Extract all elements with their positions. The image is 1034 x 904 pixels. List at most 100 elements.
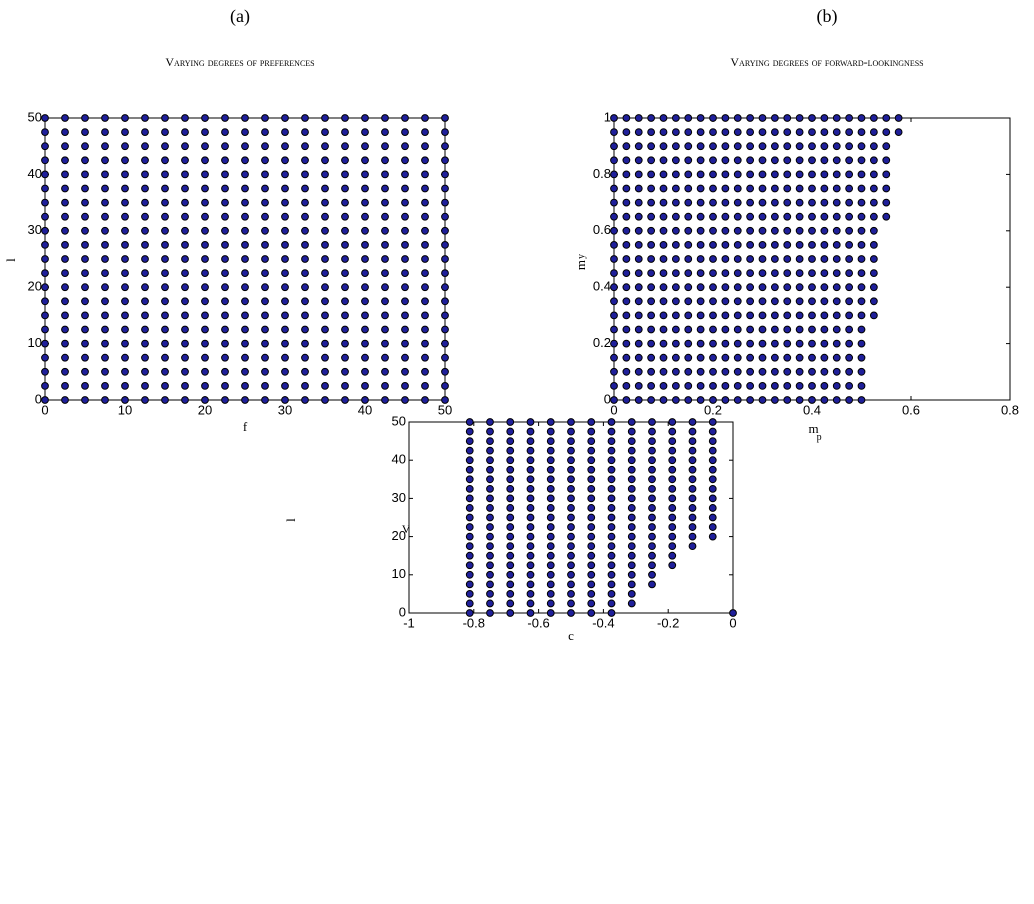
point — [832, 353, 841, 362]
point — [381, 156, 389, 165]
point — [465, 590, 474, 598]
point — [696, 367, 705, 376]
point — [795, 212, 804, 221]
point — [281, 128, 289, 137]
point — [61, 255, 69, 263]
point — [795, 297, 804, 306]
point — [659, 339, 668, 348]
point — [721, 367, 730, 376]
point — [648, 475, 656, 484]
point — [733, 114, 742, 122]
point — [441, 114, 449, 122]
point — [61, 339, 69, 348]
point — [783, 339, 792, 348]
point — [845, 128, 854, 137]
point — [721, 128, 730, 137]
point — [361, 339, 369, 348]
point — [659, 241, 668, 249]
point — [610, 367, 618, 376]
point — [221, 283, 229, 292]
point — [486, 532, 494, 541]
point — [161, 226, 169, 235]
point — [627, 427, 636, 436]
point — [610, 297, 618, 306]
point — [181, 241, 189, 249]
point — [181, 128, 189, 137]
point — [795, 382, 804, 390]
point — [832, 269, 841, 278]
point — [121, 269, 129, 278]
point — [506, 590, 515, 598]
point — [671, 367, 680, 376]
point — [668, 513, 677, 522]
point — [671, 226, 680, 235]
point — [465, 570, 474, 579]
point — [281, 367, 289, 376]
point — [361, 128, 369, 137]
point — [81, 170, 89, 179]
point — [587, 570, 596, 579]
point — [301, 184, 309, 193]
point — [241, 297, 249, 306]
point — [341, 283, 349, 292]
point — [622, 382, 631, 390]
point — [746, 241, 755, 249]
point — [441, 269, 449, 278]
point — [301, 128, 309, 137]
point — [758, 396, 767, 404]
point — [671, 156, 680, 165]
point — [141, 198, 149, 207]
x-tick-label: 30 — [278, 402, 292, 417]
point — [401, 226, 409, 235]
point — [882, 142, 891, 151]
point — [201, 170, 209, 179]
panel: (a) Varying degrees of preferences 0 10 20 30… — [3, 6, 452, 434]
point — [321, 241, 329, 249]
point — [758, 170, 767, 179]
point — [81, 184, 89, 193]
point — [61, 128, 69, 137]
point — [201, 339, 209, 348]
point — [301, 241, 309, 249]
point — [141, 283, 149, 292]
point — [281, 269, 289, 278]
point — [688, 532, 697, 541]
point — [341, 382, 349, 390]
point — [808, 325, 816, 334]
point — [647, 297, 656, 306]
point — [241, 382, 249, 390]
point — [121, 283, 129, 292]
point — [696, 170, 705, 179]
point — [708, 504, 717, 512]
point — [869, 241, 878, 249]
point — [627, 446, 636, 455]
point — [301, 283, 309, 292]
point — [622, 226, 631, 235]
point — [709, 382, 717, 390]
point — [526, 504, 535, 512]
x-axis-label-text: f — [243, 419, 248, 434]
point — [81, 297, 89, 306]
point — [161, 269, 169, 278]
point — [607, 475, 616, 484]
point — [758, 212, 767, 221]
point — [567, 437, 575, 446]
point — [526, 475, 535, 484]
x-tick-label: -0.4 — [592, 615, 614, 630]
point — [659, 382, 668, 390]
point — [709, 297, 717, 306]
point — [261, 170, 269, 179]
point — [361, 114, 369, 122]
point — [587, 484, 596, 493]
point — [610, 339, 618, 348]
point — [746, 114, 755, 122]
point — [101, 339, 109, 348]
point — [241, 255, 249, 263]
point — [832, 212, 841, 221]
point — [808, 114, 816, 122]
point — [684, 339, 693, 348]
point — [341, 353, 349, 362]
point — [671, 212, 680, 221]
point — [770, 226, 779, 235]
point — [758, 142, 767, 151]
